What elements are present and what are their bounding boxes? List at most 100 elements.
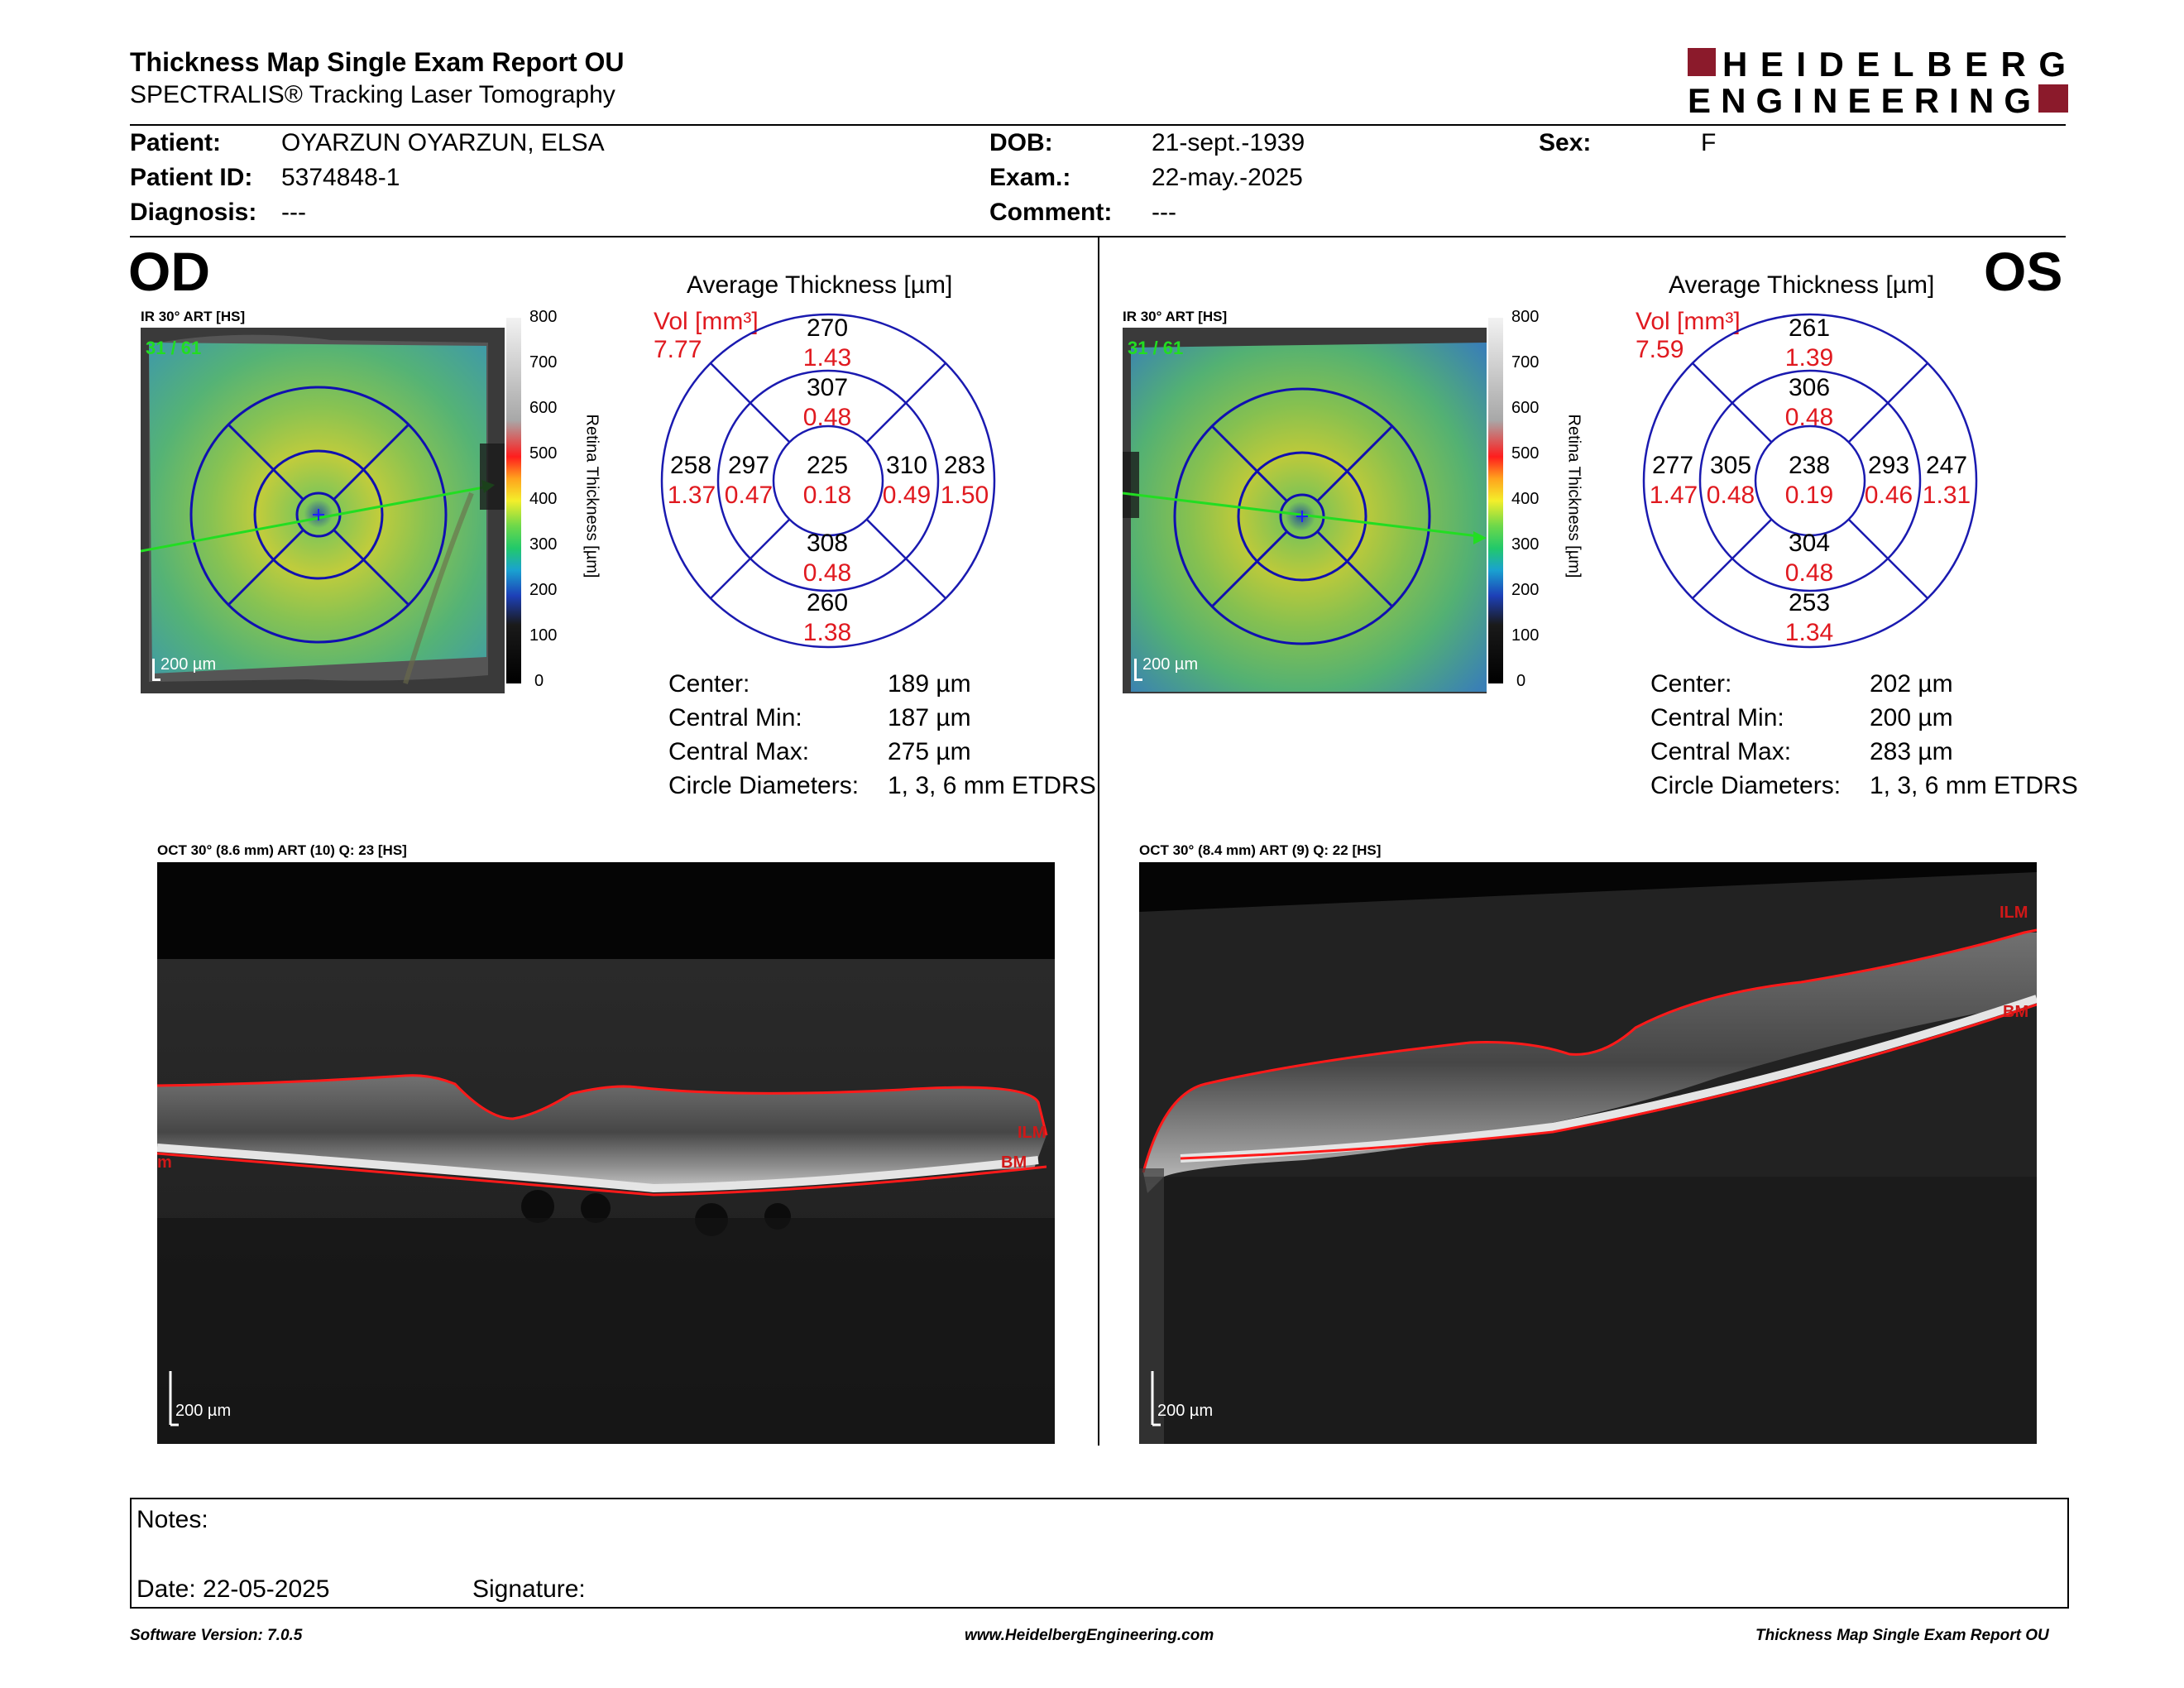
od-outer-left-thickness: 258 bbox=[669, 452, 712, 479]
sex-label: Sex: bbox=[1539, 129, 1592, 156]
comment-value: --- bbox=[1152, 199, 1176, 226]
od-center-volume: 0.18 bbox=[802, 482, 852, 509]
os-inner-right-volume: 0.46 bbox=[1864, 482, 1913, 509]
os-min-label: Central Min: bbox=[1650, 704, 1784, 731]
patient-name: OYARZUN OYARZUN, ELSA bbox=[281, 129, 605, 156]
diagnosis-label: Diagnosis: bbox=[130, 199, 257, 226]
od-tick-500: 500 bbox=[529, 444, 558, 463]
os-tick-200: 200 bbox=[1511, 581, 1540, 599]
od-inner-inf-volume: 0.48 bbox=[802, 559, 852, 587]
exam-label: Exam.: bbox=[989, 164, 1071, 191]
os-etdrs-grid bbox=[1642, 313, 1978, 649]
od-tick-600: 600 bbox=[529, 399, 558, 417]
od-inner-left-volume: 0.47 bbox=[724, 482, 774, 509]
od-fundus-scale-vertical bbox=[152, 659, 155, 680]
os-fundus-label: IR 30° ART [HS] bbox=[1123, 309, 1228, 324]
os-inner-left-thickness: 305 bbox=[1709, 452, 1752, 479]
od-center-thickness: 225 bbox=[806, 452, 849, 479]
notes-date: Date: 22-05-2025 bbox=[136, 1575, 330, 1603]
od-frames: 31 / 61 bbox=[146, 338, 202, 358]
od-diam-value: 1, 3, 6 mm ETDRS bbox=[888, 772, 1096, 799]
od-center-label: Center: bbox=[668, 670, 750, 698]
od-max-label: Central Max: bbox=[668, 738, 810, 765]
os-colorbar-ticks: 800 700 600 500 400 300 200 100 0 bbox=[1511, 308, 1545, 697]
diagnosis-value: --- bbox=[281, 199, 306, 226]
logo-line2: ENGINEERING bbox=[1688, 81, 2033, 119]
os-fundus-scale-vertical bbox=[1134, 659, 1137, 680]
os-fundus-image: 31 / 61 200 µm bbox=[1123, 328, 1487, 693]
os-inner-sup-volume: 0.48 bbox=[1784, 404, 1834, 431]
od-diam-label: Circle Diameters: bbox=[668, 772, 860, 799]
od-avg-title: Average Thickness [µm] bbox=[687, 271, 953, 299]
od-tick-100: 100 bbox=[529, 626, 558, 645]
od-oct-scalebar: 200 µm bbox=[175, 1402, 232, 1420]
od-inner-inf-thickness: 308 bbox=[806, 530, 849, 557]
footer-website[interactable]: www.HeidelbergEngineering.com bbox=[965, 1627, 1214, 1644]
od-inner-right-volume: 0.49 bbox=[882, 482, 932, 509]
os-tick-300: 300 bbox=[1511, 535, 1540, 554]
od-colorbar bbox=[506, 318, 521, 683]
os-ilm-label: ILM bbox=[2000, 904, 2028, 922]
os-oct-label: OCT 30° (8.4 mm) ART (9) Q: 22 [HS] bbox=[1139, 842, 1382, 858]
report-subtitle: SPECTRALIS® Tracking Laser Tomography bbox=[130, 81, 615, 108]
od-etdrs-grid bbox=[660, 313, 996, 649]
os-fundus-scalebar: 200 µm bbox=[1142, 655, 1199, 674]
os-vol-label: Vol [mm³] bbox=[1636, 308, 1741, 335]
os-center-thickness: 238 bbox=[1788, 452, 1831, 479]
od-inner-left-thickness: 297 bbox=[727, 452, 770, 479]
od-outer-left-volume: 1.37 bbox=[667, 482, 716, 509]
od-ilm-label: ILM bbox=[1018, 1124, 1046, 1142]
os-inner-inf-volume: 0.48 bbox=[1784, 559, 1834, 587]
os-outer-right-volume: 1.31 bbox=[1922, 482, 1971, 509]
os-outer-sup-thickness: 261 bbox=[1788, 314, 1831, 342]
od-bm-label: BM bbox=[1001, 1153, 1027, 1172]
od-center-value: 189 µm bbox=[888, 670, 971, 698]
os-inner-left-volume: 0.48 bbox=[1706, 482, 1755, 509]
os-tick-100: 100 bbox=[1511, 626, 1540, 645]
od-tick-200: 200 bbox=[529, 581, 558, 599]
os-center-value: 202 µm bbox=[1870, 670, 1953, 698]
od-tick-0: 0 bbox=[534, 672, 544, 690]
os-colorbar-title: Retina Thickness [µm] bbox=[1564, 414, 1583, 578]
os-inner-inf-thickness: 304 bbox=[1788, 530, 1831, 557]
od-fundus-label: IR 30° ART [HS] bbox=[141, 309, 246, 324]
os-oct-scalebar: 200 µm bbox=[1157, 1402, 1214, 1420]
os-diam-value: 1, 3, 6 mm ETDRS bbox=[1870, 772, 2078, 799]
os-outer-sup-volume: 1.39 bbox=[1784, 344, 1834, 372]
od-fundus-scalebar: 200 µm bbox=[160, 655, 217, 674]
os-outer-left-volume: 1.47 bbox=[1649, 482, 1698, 509]
od-tick-400: 400 bbox=[529, 490, 558, 508]
os-vol-value: 7.59 bbox=[1636, 336, 1684, 363]
os-avg-title: Average Thickness [µm] bbox=[1669, 271, 1935, 299]
info-divider bbox=[130, 236, 2066, 237]
heidelberg-logo: HEIDELBERG ENGINEERING bbox=[1688, 45, 2068, 120]
os-outer-inf-volume: 1.34 bbox=[1784, 619, 1834, 646]
center-divider bbox=[1098, 237, 1099, 1446]
notes-box[interactable]: Notes: Date: 22-05-2025 Signature: bbox=[130, 1498, 2069, 1609]
os-tick-700: 700 bbox=[1511, 353, 1540, 372]
od-inner-sup-thickness: 307 bbox=[806, 374, 849, 401]
report-title: Thickness Map Single Exam Report OU bbox=[130, 47, 625, 77]
os-outer-inf-thickness: 253 bbox=[1788, 589, 1831, 616]
os-tick-600: 600 bbox=[1511, 399, 1540, 417]
os-max-value: 283 µm bbox=[1870, 738, 1953, 765]
os-fundus-scale-horizontal bbox=[1134, 679, 1142, 681]
os-frames: 31 / 61 bbox=[1128, 338, 1184, 358]
od-oct-bscan: 200 µm ILM BM m bbox=[157, 862, 1055, 1444]
os-center-label: Center: bbox=[1650, 670, 1732, 698]
os-min-value: 200 µm bbox=[1870, 704, 1953, 731]
os-tick-400: 400 bbox=[1511, 490, 1540, 508]
od-outer-right-volume: 1.50 bbox=[940, 482, 989, 509]
os-outer-right-thickness: 247 bbox=[1925, 452, 1968, 479]
od-outer-right-thickness: 283 bbox=[943, 452, 986, 479]
os-inner-sup-thickness: 306 bbox=[1788, 374, 1831, 401]
notes-label: Notes: bbox=[136, 1506, 208, 1533]
os-tick-500: 500 bbox=[1511, 444, 1540, 463]
od-min-value: 187 µm bbox=[888, 704, 971, 731]
notes-signature: Signature: bbox=[472, 1575, 586, 1603]
logo-line1: HEIDELBERG bbox=[1722, 45, 2068, 84]
od-max-value: 275 µm bbox=[888, 738, 971, 765]
od-vol-value: 7.77 bbox=[654, 336, 702, 363]
os-colorbar bbox=[1488, 318, 1503, 683]
os-inner-right-thickness: 293 bbox=[1867, 452, 1910, 479]
